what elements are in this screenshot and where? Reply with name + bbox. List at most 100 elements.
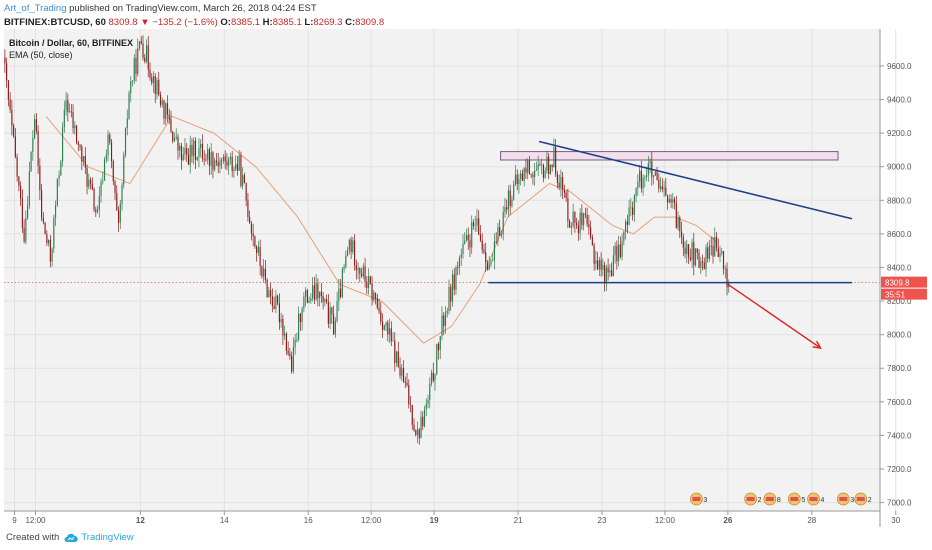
- candle-body: [453, 274, 455, 290]
- candle-body: [689, 257, 691, 260]
- candle-body: [233, 168, 235, 171]
- close-value: 8309.8: [355, 17, 385, 28]
- annotations[interactable]: [4, 140, 880, 350]
- candle-body: [458, 257, 461, 268]
- candle-body: [572, 211, 574, 226]
- low-value: 8269.3: [313, 17, 343, 28]
- candle-body: [493, 241, 496, 261]
- candle-body: [576, 222, 578, 226]
- candle-body: [551, 164, 553, 168]
- event-flag-icon[interactable]: 8: [763, 492, 781, 506]
- candle-body: [439, 336, 441, 351]
- candle-body: [703, 262, 705, 269]
- candle-body: [630, 207, 632, 209]
- candle-body: [609, 270, 611, 273]
- event-flag-icon[interactable]: 5: [787, 492, 805, 506]
- candles[interactable]: [4, 35, 730, 445]
- price-axis[interactable]: 7000.0 7200.0 7400.0 7600.0 7800.0 8000.0 8200…: [879, 29, 927, 527]
- price-tick-label: 7800.0: [887, 364, 912, 373]
- candle-body: [305, 290, 307, 297]
- candle-body: [514, 174, 517, 185]
- candle-body: [77, 142, 79, 145]
- candle-body: [565, 192, 567, 199]
- candle-body: [705, 247, 707, 269]
- candle-body: [698, 252, 700, 268]
- price-tick-label: 9400.0: [887, 96, 912, 105]
- candle-body: [51, 248, 53, 262]
- candle-body: [409, 404, 412, 406]
- price-tick-label: 8400.0: [887, 263, 912, 272]
- candle-body: [222, 156, 225, 161]
- candle-body: [158, 79, 160, 95]
- candle-body: [555, 147, 557, 175]
- event-badges[interactable]: 3 2 8 5 4 34 2: [690, 492, 872, 506]
- candle-body: [287, 350, 289, 354]
- candle-body: [607, 267, 609, 273]
- resistance-zone[interactable]: [500, 151, 839, 161]
- candle-body: [249, 217, 251, 224]
- candle-body: [161, 100, 163, 105]
- candle-body: [420, 416, 422, 439]
- candle-body: [479, 234, 482, 241]
- candle-body: [726, 268, 728, 288]
- candle-body: [633, 195, 635, 215]
- candle-body: [513, 184, 515, 200]
- candle-body: [89, 179, 92, 184]
- candle-body: [212, 152, 214, 170]
- candle-body: [320, 291, 322, 297]
- candle-body: [654, 172, 656, 176]
- candle-body: [205, 159, 207, 161]
- candle-body: [506, 207, 508, 210]
- candle-body: [448, 286, 450, 311]
- candle-body: [569, 220, 571, 228]
- candle-body: [359, 268, 361, 274]
- time-tick-label: 12:00: [655, 516, 676, 525]
- event-flag-icon[interactable]: 2: [854, 492, 872, 506]
- candle-body: [250, 223, 252, 234]
- candle-body: [691, 242, 693, 260]
- event-flag-icon[interactable]: 2: [744, 492, 762, 506]
- candle-body: [567, 198, 569, 221]
- candle-body: [680, 231, 683, 237]
- time-axis[interactable]: 9 12:00 12 14 16 12:00 19 21 23 12:00 26 28 30: [4, 510, 901, 525]
- price-chart[interactable]: 7000.0 7200.0 7400.0 7600.0 7800.0 8000.0 8200…: [4, 29, 930, 527]
- candle-body: [583, 213, 585, 226]
- candle-body: [289, 353, 291, 357]
- candle-body: [291, 356, 293, 372]
- candle-body: [217, 162, 219, 166]
- candle-body: [642, 178, 644, 189]
- candle-body: [79, 144, 81, 147]
- candle-body: [219, 160, 221, 166]
- candle-body: [383, 325, 385, 330]
- candle-body: [275, 295, 277, 309]
- time-tick-label: 19: [430, 516, 439, 525]
- candle-body: [563, 189, 565, 193]
- candle-body: [472, 222, 475, 227]
- candle-body: [500, 233, 503, 236]
- candle-body: [336, 301, 338, 321]
- candle-body: [296, 339, 298, 341]
- candle-body: [338, 288, 340, 302]
- candle-body: [560, 177, 562, 188]
- event-flag-icon[interactable]: 3: [690, 492, 707, 506]
- ema-line: [45, 115, 718, 344]
- candle-body: [602, 265, 604, 270]
- candle-body: [70, 111, 72, 113]
- candle-body: [331, 307, 333, 315]
- chart-area[interactable]: 7000.0 7200.0 7400.0 7600.0 7800.0 8000.0 8200…: [4, 29, 930, 527]
- indicator-label: EMA (50, close): [9, 50, 73, 60]
- candle-body: [28, 171, 30, 206]
- candle-body: [109, 134, 111, 143]
- event-flag-stripe: [746, 497, 755, 501]
- candle-body: [98, 195, 100, 210]
- candle-body: [74, 125, 76, 129]
- candle-body: [46, 234, 48, 244]
- event-flag-icon[interactable]: 4: [807, 492, 825, 506]
- price-tick-label: 8600.0: [887, 230, 912, 239]
- candle-body: [215, 160, 218, 163]
- candle-body: [65, 100, 67, 111]
- tradingview-brand[interactable]: TradingView: [64, 532, 134, 543]
- author-link[interactable]: Art_of_Trading: [4, 3, 67, 14]
- candle-body: [236, 164, 238, 171]
- event-flag-icon[interactable]: 34: [836, 492, 858, 506]
